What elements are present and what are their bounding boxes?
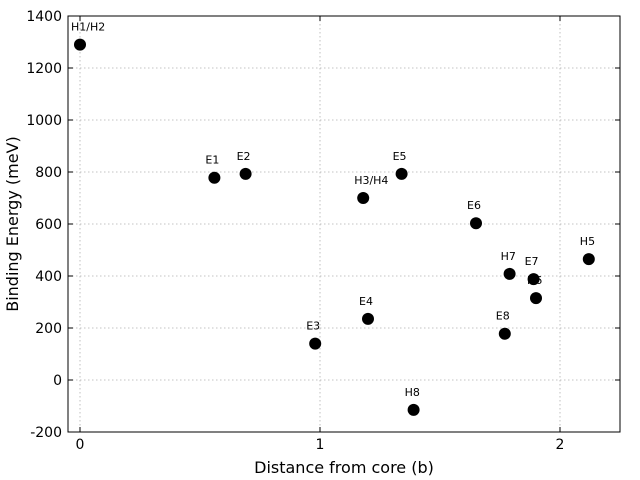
data-point — [208, 171, 221, 184]
y-tick-label: 0 — [53, 373, 62, 389]
data-point-group: H6 — [527, 274, 542, 305]
data-point — [582, 253, 595, 266]
tick-layer: 0 1 2 -200 0 200 400 600 800 1000 1200 1400 — [26, 9, 620, 453]
data-point-group: E4 — [359, 295, 374, 325]
y-tick-label: 400 — [35, 269, 62, 285]
data-point — [527, 273, 540, 286]
data-point-group: E1 — [205, 154, 221, 184]
data-point — [309, 337, 322, 350]
y-axis-title: Binding Energy (meV) — [3, 136, 22, 312]
data-point — [470, 217, 482, 230]
x-tick-label: 0 — [76, 437, 85, 453]
data-point — [357, 192, 370, 204]
y-tick-label: 1000 — [26, 113, 62, 129]
point-layer: H1/H2 E1 E2 E3 H3/H4 E4 E5 H8 E6 E8 H7 E7 H6 H5 — [71, 21, 595, 416]
grid-layer — [68, 15, 620, 433]
x-axis-title: Distance from core (b) — [254, 458, 434, 477]
data-point-label: E1 — [205, 154, 219, 167]
data-point-group: E7 — [525, 255, 540, 286]
data-point-group: H5 — [580, 235, 595, 266]
data-point-group: H1/H2 — [71, 21, 105, 51]
y-tick-label: 1200 — [26, 61, 62, 77]
data-point-label: H5 — [580, 235, 595, 248]
x-tick-label: 2 — [556, 437, 565, 453]
y-tick-label: 200 — [35, 321, 62, 337]
data-point-group: E8 — [496, 310, 511, 340]
y-tick-label: -200 — [30, 425, 62, 441]
data-point-group: H3/H4 — [354, 174, 388, 204]
data-point-label: H3/H4 — [354, 174, 388, 187]
data-point — [530, 292, 542, 305]
data-point-label: E4 — [359, 295, 373, 308]
data-point-group: E6 — [467, 199, 482, 230]
data-point — [407, 403, 420, 416]
data-point — [74, 38, 86, 51]
data-point — [362, 312, 374, 325]
data-point-label: E5 — [393, 150, 407, 163]
data-point-group: H8 — [405, 386, 420, 416]
data-point-label: E7 — [525, 255, 539, 268]
data-point-label: E8 — [496, 310, 510, 323]
data-point-label: E2 — [237, 150, 251, 163]
data-point-label: E3 — [306, 320, 320, 333]
y-tick-label: 600 — [35, 217, 62, 233]
data-point-label: E6 — [467, 199, 481, 212]
data-point — [239, 167, 252, 180]
data-point-label: H1/H2 — [71, 21, 105, 34]
data-point — [503, 267, 516, 280]
y-tick-label: 1400 — [26, 9, 62, 25]
data-point — [498, 327, 511, 340]
y-tick-label: 800 — [35, 165, 62, 181]
data-point-group: E3 — [306, 320, 322, 350]
data-point-label: H6 — [527, 274, 542, 287]
data-point-group: H7 — [501, 250, 516, 280]
data-point-label: H7 — [501, 250, 516, 263]
x-tick-label: 1 — [316, 437, 325, 453]
data-point — [395, 167, 408, 180]
data-point-group: E5 — [393, 150, 408, 180]
data-point-label: H8 — [405, 386, 420, 399]
data-point-group: E2 — [237, 150, 252, 180]
